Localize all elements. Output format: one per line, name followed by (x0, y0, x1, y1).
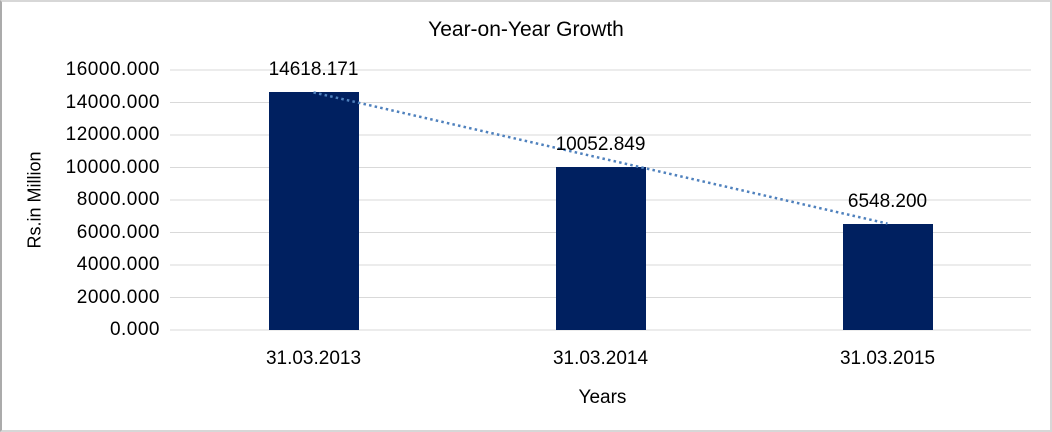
y-tick-label: 2000.000 (76, 286, 160, 308)
y-tick-label: 16000.000 (65, 59, 160, 80)
x-category-label: 31.03.2014 (552, 348, 649, 369)
y-tick-label: 14000.000 (65, 91, 160, 113)
x-axis-title: Years (578, 387, 627, 408)
chart-title: Year-on-Year Growth (428, 18, 624, 41)
bar-data-label: 10052.849 (555, 133, 646, 155)
bar (555, 166, 646, 330)
y-tick-label: 10000.000 (65, 156, 160, 178)
bar (842, 223, 933, 330)
x-category-label: 31.03.2015 (839, 348, 936, 369)
y-tick-label: 12000.000 (65, 124, 160, 145)
y-tick-label: 8000.000 (76, 189, 160, 210)
bar-data-label: 14618.171 (268, 59, 359, 81)
y-tick-label: 4000.000 (76, 254, 160, 275)
bar (268, 92, 359, 330)
trendline (313, 91, 888, 225)
bar-data-label: 6548.200 (847, 190, 928, 212)
y-tick-label: 6000.000 (76, 221, 160, 243)
x-category-label: 31.03.2013 (265, 348, 362, 369)
y-tick-label: 0.000 (109, 319, 160, 340)
